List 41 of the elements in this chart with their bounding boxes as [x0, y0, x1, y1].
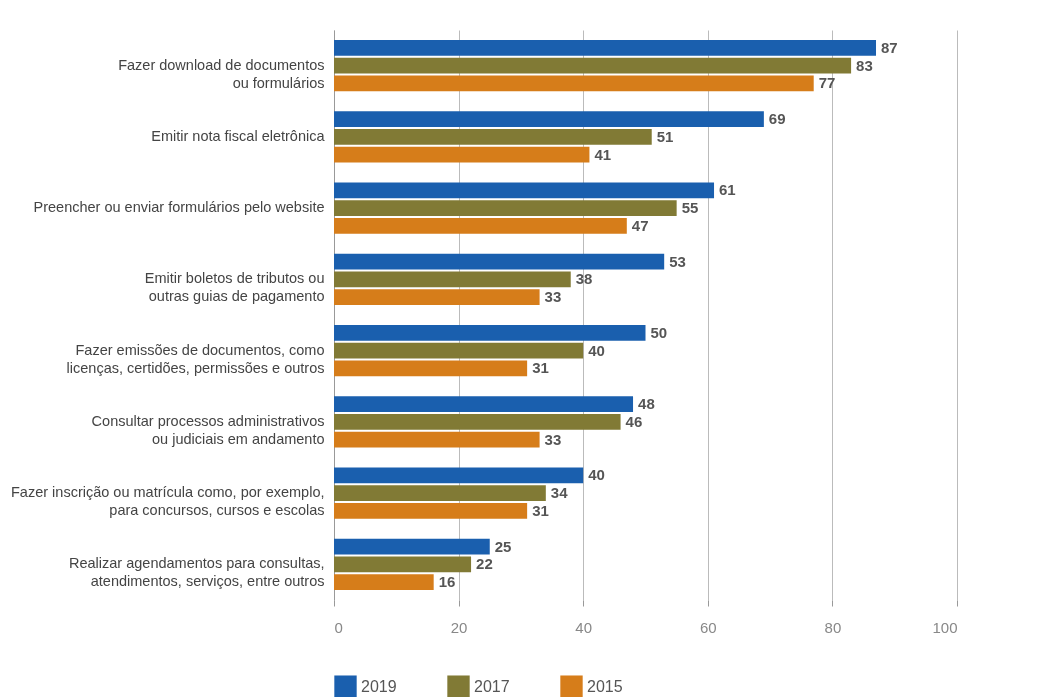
data-label: 50	[650, 323, 668, 341]
data-label: 48	[638, 395, 655, 413]
x-tick-label: 40	[575, 618, 593, 636]
data-label: 51	[656, 127, 674, 145]
y-tick-label: Consultar processos administrativos ou judiciais em andamento	[91, 412, 325, 447]
data-label: 53	[669, 252, 686, 270]
data-label: 38	[575, 270, 593, 288]
data-label: 16	[438, 573, 456, 591]
data-label: 33	[544, 430, 562, 448]
x-tick-label: 0	[334, 618, 343, 636]
x-tick-label: 80	[824, 618, 842, 636]
data-label: 77	[818, 74, 836, 92]
data-label: 34	[550, 484, 569, 502]
data-label: 61	[719, 181, 736, 199]
data-label: 87	[881, 38, 898, 56]
x-tick-label: 60	[699, 618, 717, 636]
x-tick-label: 20	[450, 618, 468, 636]
data-label: 46	[625, 412, 643, 430]
data-label: 69	[768, 110, 786, 128]
legend-label: 2015	[587, 677, 623, 695]
data-label: 25	[494, 537, 512, 555]
x-tick-label: 100	[932, 618, 958, 636]
data-label: 47	[631, 216, 649, 234]
data-label: 31	[532, 359, 549, 377]
data-label: 22	[476, 555, 493, 573]
data-label: 31	[532, 501, 549, 519]
data-label: 83	[856, 56, 873, 74]
y-tick-label: Preencher ou enviar formulários pelo website	[33, 199, 325, 216]
y-tick-label: Emitir nota fiscal eletrônica	[151, 127, 326, 144]
data-label: 33	[544, 288, 562, 306]
y-tick-label: Realizar agendamentos para consultas, atendimentos, serviços, entre outros	[68, 555, 325, 590]
y-tick-label: Emitir boletos de tributos ou outras guias de pagamento	[144, 270, 325, 305]
y-tick-label: Fazer inscrição ou matrícula como, por exemplo, para concursos, cursos e escolas	[11, 484, 325, 519]
legend-label: 2017	[474, 677, 510, 695]
data-label: 55	[681, 199, 699, 217]
data-label: 41	[594, 145, 612, 163]
data-label: 40	[588, 341, 605, 359]
y-tick-label: Fazer download de documentos ou formulários	[118, 56, 325, 91]
legend-label: 2019	[361, 677, 397, 695]
data-label: 40	[588, 466, 605, 484]
y-tick-label: Fazer emissões de documentos, como licenças, certidões, permissões e outros	[66, 341, 325, 376]
